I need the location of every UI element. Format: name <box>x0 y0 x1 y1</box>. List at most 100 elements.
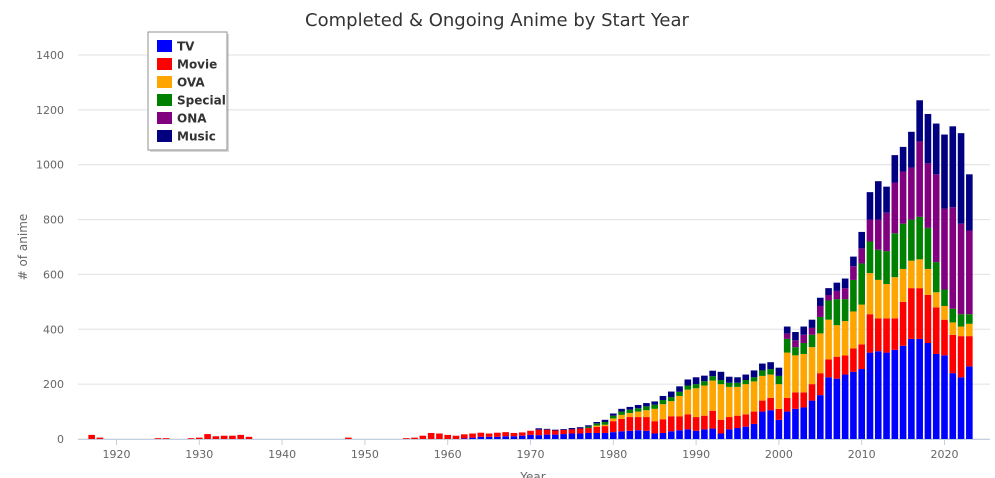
bar-segment <box>908 219 915 261</box>
y-tick-label: 400 <box>43 323 64 336</box>
bar-segment <box>427 432 435 439</box>
bar-segment <box>535 429 543 436</box>
bar-segment <box>850 348 857 372</box>
bar-segment <box>949 373 957 439</box>
bar-segment <box>924 268 932 295</box>
bar-segment <box>618 418 625 432</box>
bar-segment <box>800 334 808 343</box>
bar-segment <box>543 434 551 439</box>
bar-segment <box>717 371 725 381</box>
bar-segment <box>750 370 758 378</box>
bar-segment <box>858 248 865 264</box>
bar-segment <box>833 282 841 291</box>
bar-segment <box>833 299 841 326</box>
bar-segment <box>792 355 799 393</box>
bar-segment <box>899 268 907 302</box>
bar-segment <box>552 434 559 439</box>
bar-segment <box>204 434 211 439</box>
bar-segment <box>742 380 750 385</box>
bar-segment <box>792 340 799 348</box>
legend-swatch <box>157 58 172 70</box>
bar-segment <box>610 415 617 419</box>
bar-segment <box>725 417 733 430</box>
bar-segment <box>742 374 750 381</box>
bar-segment <box>667 391 675 398</box>
bar-segment <box>742 426 750 439</box>
bar-segment <box>783 397 791 412</box>
bar-segment <box>891 349 899 439</box>
bar-segment <box>692 388 700 418</box>
x-tick-label: 1960 <box>434 448 462 461</box>
y-tick-label: 600 <box>43 268 64 281</box>
bar-segment <box>850 256 857 267</box>
bar-segment <box>891 182 899 234</box>
bar-segment <box>783 352 791 398</box>
bar-segment <box>874 219 882 250</box>
bar-segment <box>411 437 418 439</box>
bar-segment <box>883 318 890 353</box>
bar-segment <box>932 353 940 439</box>
bar-segment <box>908 288 915 339</box>
bar-segment <box>941 355 948 439</box>
y-axis-label: # of anime <box>16 214 30 281</box>
legend-label: Special <box>177 94 226 108</box>
bar-segment <box>899 223 907 269</box>
bar-segment <box>908 167 915 220</box>
bar-segment <box>783 326 791 334</box>
bar-segment <box>817 373 824 396</box>
bar-segment <box>908 338 915 439</box>
legend-swatch <box>157 130 172 142</box>
bar-segment <box>684 379 692 386</box>
bar-segment <box>568 433 576 439</box>
legend-label: Music <box>177 130 216 144</box>
bar-segment <box>585 425 592 427</box>
bar-segment <box>742 414 750 427</box>
bar-segment <box>527 430 534 435</box>
bar-segment <box>966 314 973 324</box>
bar-segment <box>817 395 824 439</box>
bar-segment <box>750 411 758 424</box>
bar-segment <box>891 277 899 319</box>
bar-segment <box>651 433 658 439</box>
bar-segment <box>634 417 642 431</box>
bar-segment <box>701 385 708 416</box>
bar-segment <box>560 429 567 435</box>
bar-segment <box>643 410 650 418</box>
bar-segment <box>767 362 774 370</box>
bar-segment <box>494 436 501 439</box>
bar-segment <box>759 370 766 376</box>
bar-segment <box>932 174 940 263</box>
bar-segment <box>444 434 451 439</box>
bar-segment <box>899 301 907 346</box>
bar-segment <box>692 377 700 385</box>
gridlines <box>78 54 990 440</box>
x-tick-label: 1970 <box>517 448 545 461</box>
legend-swatch <box>157 76 172 88</box>
bar-segment <box>759 363 766 371</box>
bar-segment <box>634 404 642 409</box>
x-tick-label: 1950 <box>351 448 379 461</box>
bar-segment <box>850 371 857 439</box>
bar-segment <box>452 435 460 439</box>
bar-segment <box>883 352 890 439</box>
bar-segment <box>709 410 716 429</box>
bar-segment <box>866 352 874 439</box>
bar-segment <box>667 416 675 432</box>
bar-segment <box>610 432 617 439</box>
bar-segment <box>908 260 915 289</box>
bar-segment <box>626 412 634 418</box>
bar-segment <box>701 375 708 382</box>
bar-segment <box>767 397 774 411</box>
bar-segment <box>485 436 493 439</box>
bar-segment <box>742 384 750 415</box>
x-tick-label: 1930 <box>185 448 213 461</box>
bar-segment <box>891 155 899 183</box>
bar-segment <box>850 279 857 312</box>
bar-segment <box>775 384 783 409</box>
bar-segment <box>601 432 609 439</box>
bar-segment <box>949 207 957 309</box>
bar-segment <box>585 432 592 439</box>
bar-segment <box>634 408 642 412</box>
bar-segment <box>941 208 948 290</box>
